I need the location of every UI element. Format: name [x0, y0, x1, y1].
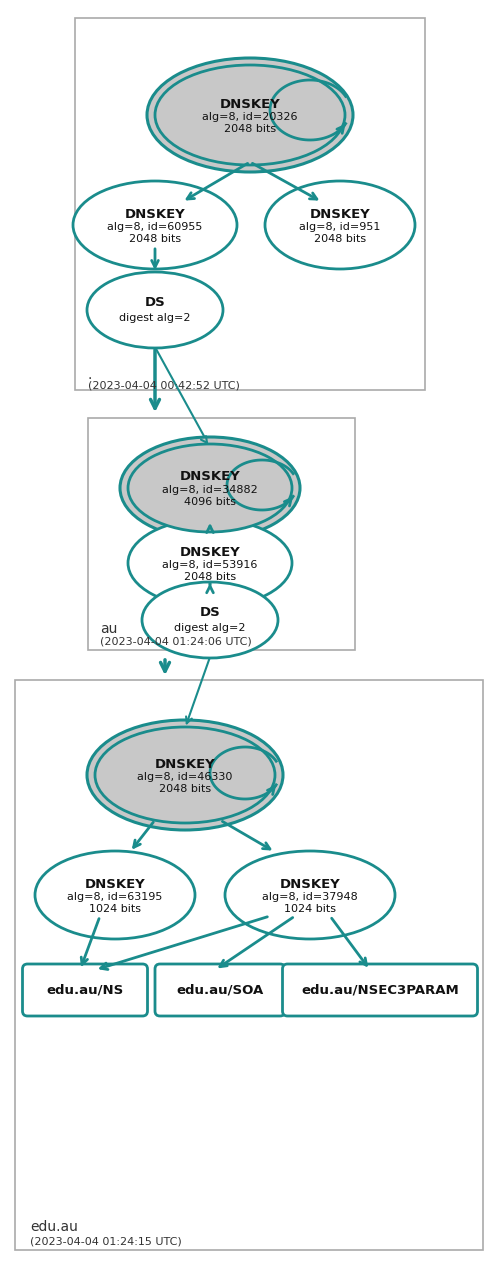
Text: alg=8, id=46330: alg=8, id=46330: [137, 772, 233, 782]
Ellipse shape: [142, 581, 278, 658]
Bar: [15, 680, 483, 1250]
Text: alg=8, id=20326: alg=8, id=20326: [202, 112, 298, 121]
FancyBboxPatch shape: [282, 964, 478, 1016]
Text: DS: DS: [145, 296, 165, 309]
Text: 4096 bits: 4096 bits: [184, 497, 236, 507]
Text: alg=8, id=53916: alg=8, id=53916: [162, 560, 257, 570]
Text: edu.au/SOA: edu.au/SOA: [176, 984, 263, 997]
Text: DNSKEY: DNSKEY: [155, 758, 216, 771]
Text: DNSKEY: DNSKEY: [125, 207, 185, 221]
Text: alg=8, id=37948: alg=8, id=37948: [262, 892, 358, 902]
Text: alg=8, id=63195: alg=8, id=63195: [67, 892, 163, 902]
Text: 1024 bits: 1024 bits: [284, 904, 336, 914]
Bar: [75, 18, 425, 390]
Bar: [88, 418, 355, 651]
Ellipse shape: [120, 437, 300, 539]
Ellipse shape: [225, 851, 395, 939]
Text: 2048 bits: 2048 bits: [129, 234, 181, 244]
Ellipse shape: [128, 443, 292, 532]
Text: .: .: [88, 368, 92, 382]
Text: edu.au: edu.au: [30, 1220, 78, 1235]
Ellipse shape: [73, 181, 237, 268]
Text: (2023-04-04 00:42:52 UTC): (2023-04-04 00:42:52 UTC): [88, 380, 240, 390]
Ellipse shape: [35, 851, 195, 939]
Text: DS: DS: [200, 607, 221, 620]
Text: alg=8, id=34882: alg=8, id=34882: [162, 484, 258, 495]
Text: 2048 bits: 2048 bits: [159, 783, 211, 794]
Text: DNSKEY: DNSKEY: [220, 97, 280, 110]
Text: DNSKEY: DNSKEY: [279, 878, 340, 891]
FancyBboxPatch shape: [155, 964, 285, 1016]
Text: au: au: [100, 622, 117, 636]
Text: DNSKEY: DNSKEY: [180, 546, 241, 558]
Ellipse shape: [87, 272, 223, 348]
Text: digest alg=2: digest alg=2: [119, 313, 191, 323]
Text: 2048 bits: 2048 bits: [184, 573, 236, 581]
Text: DNSKEY: DNSKEY: [85, 878, 145, 891]
Text: DNSKEY: DNSKEY: [180, 470, 241, 483]
Text: digest alg=2: digest alg=2: [174, 622, 246, 633]
Text: (2023-04-04 01:24:15 UTC): (2023-04-04 01:24:15 UTC): [30, 1237, 182, 1247]
Text: 2048 bits: 2048 bits: [314, 234, 366, 244]
Text: 1024 bits: 1024 bits: [89, 904, 141, 914]
Text: (2023-04-04 01:24:06 UTC): (2023-04-04 01:24:06 UTC): [100, 636, 252, 647]
Ellipse shape: [87, 720, 283, 829]
Ellipse shape: [155, 65, 345, 165]
Text: DNSKEY: DNSKEY: [309, 207, 370, 221]
Text: alg=8, id=951: alg=8, id=951: [299, 222, 381, 233]
Ellipse shape: [95, 727, 275, 823]
Ellipse shape: [265, 181, 415, 268]
Text: alg=8, id=60955: alg=8, id=60955: [107, 222, 203, 233]
Text: edu.au/NS: edu.au/NS: [46, 984, 124, 997]
Text: 2048 bits: 2048 bits: [224, 124, 276, 134]
Ellipse shape: [128, 519, 292, 607]
Ellipse shape: [147, 58, 353, 173]
FancyBboxPatch shape: [22, 964, 148, 1016]
Text: edu.au/NSEC3PARAM: edu.au/NSEC3PARAM: [301, 984, 459, 997]
